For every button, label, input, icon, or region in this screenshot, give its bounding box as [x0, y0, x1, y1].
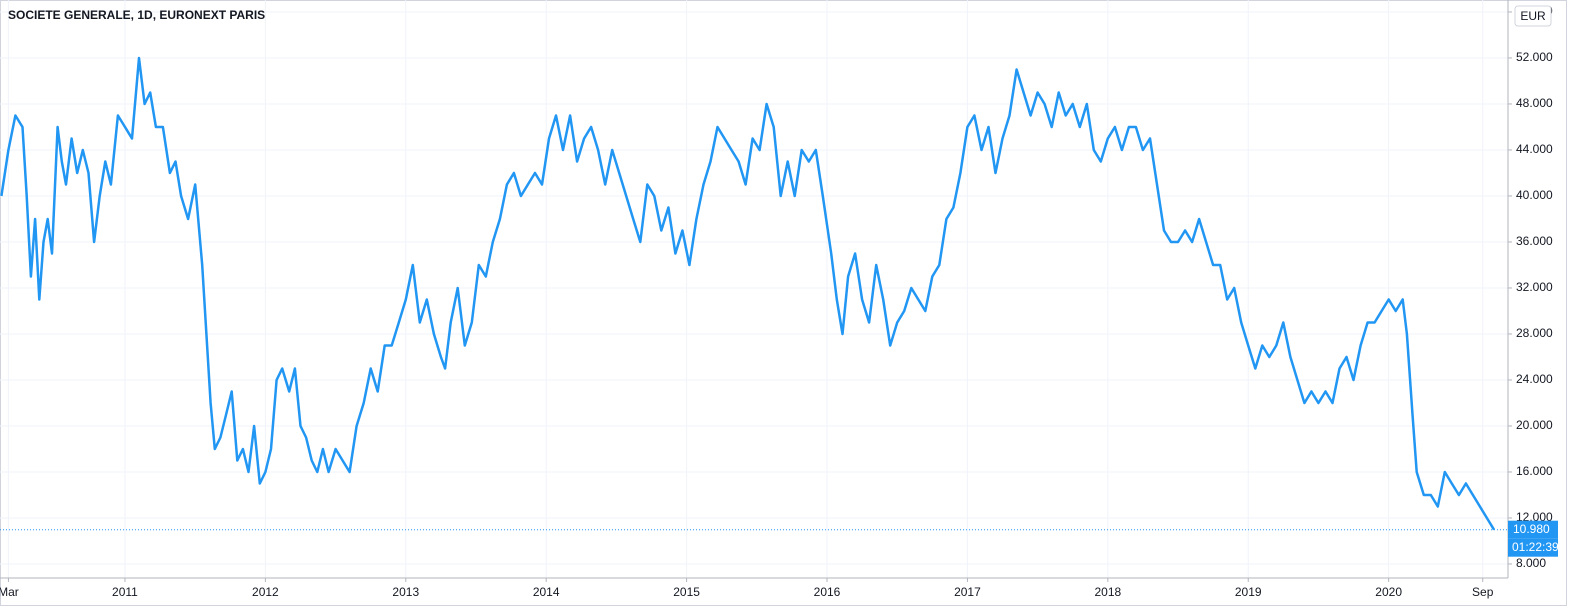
x-tick-label: 2014 — [533, 585, 560, 599]
currency[interactable]: EUR — [1520, 9, 1546, 23]
x-tick-label: 2019 — [1235, 585, 1262, 599]
y-tick-label: 40.000 — [1516, 188, 1553, 202]
axes: 8.000 12.000 16.000 20.000 24.000 28.000 32.00… — [0, 4, 1553, 599]
grid — [0, 0, 1508, 578]
countdown-label: 01:22:39 — [1512, 540, 1559, 554]
x-tick-label: 2020 — [1375, 585, 1402, 599]
y-tick-label: 44.000 — [1516, 142, 1553, 156]
y-tick-label: 28.000 — [1516, 326, 1553, 340]
x-tick-label: 2013 — [392, 585, 419, 599]
chart-title: SOCIETE GENERALE, 1D, EURONEXT PARIS — [8, 8, 265, 22]
x-tick-label: 2017 — [954, 585, 981, 599]
countdown-box — [1508, 538, 1558, 557]
y-tick-label: 32.000 — [1516, 280, 1553, 294]
y-tick-label: 20.000 — [1516, 418, 1553, 432]
x-tick-label: Sep — [1472, 585, 1494, 599]
last-price-box — [1508, 520, 1558, 539]
x-tick-label: 2016 — [814, 585, 841, 599]
currency-box[interactable] — [1514, 5, 1552, 27]
x-tick-label: 2012 — [252, 585, 279, 599]
y-tick-label: 24.000 — [1516, 372, 1553, 386]
last-price-label: 10.980 — [1513, 522, 1550, 536]
y-tick-label: 52.000 — [1516, 50, 1553, 64]
currency-button[interactable]: EUR — [1514, 5, 1552, 27]
x-tick-label: 2015 — [673, 585, 700, 599]
x-tick-label: Mar — [0, 585, 19, 599]
y-tick-label: 36.000 — [1516, 234, 1553, 248]
price-line — [0, 56, 1496, 531]
y-tick-label: 48.000 — [1516, 96, 1553, 110]
x-tick-label: 2018 — [1094, 585, 1121, 599]
plot — [0, 56, 1508, 531]
y-tick-label: 8.000 — [1516, 556, 1546, 570]
y-tick-label: 12.000 — [1516, 510, 1553, 524]
x-tick-label: 2011 — [112, 585, 138, 599]
y-tick-label: 16.000 — [1516, 464, 1553, 478]
